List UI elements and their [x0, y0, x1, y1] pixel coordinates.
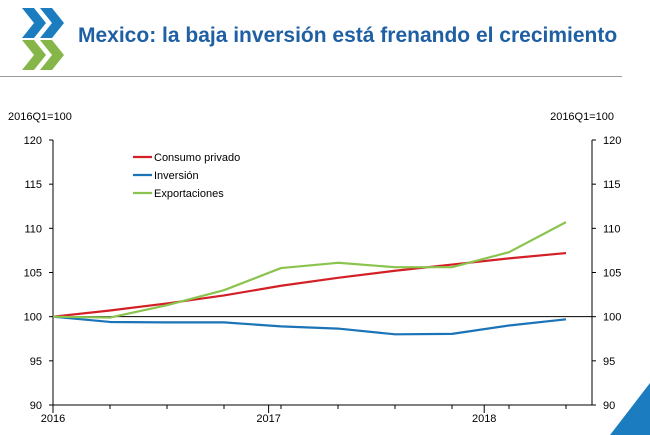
chart-legend: Consumo privado Inversión Exportaciones	[133, 152, 240, 200]
y-tick-label-left: 120	[24, 135, 42, 147]
y-tick-label-right: 90	[603, 400, 615, 412]
y-tick-label-right: 120	[603, 135, 621, 147]
x-tick-label: 2016	[41, 413, 65, 425]
legend-label-inversion: Inversión	[154, 170, 199, 182]
legend-label-exportaciones: Exportaciones	[154, 188, 224, 200]
y-tick-label-left: 95	[30, 356, 42, 368]
y-tick-label-right: 100	[603, 312, 621, 324]
y-tick-label-left: 110	[24, 223, 42, 235]
x-tick-label: 2017	[256, 413, 280, 425]
y-tick-label-right: 105	[603, 268, 621, 280]
y-tick-label-left: 90	[30, 400, 42, 412]
legend-label-consumo-privado: Consumo privado	[154, 152, 240, 164]
y-tick-label-left: 100	[24, 312, 42, 324]
oecd-logo-icon	[22, 8, 64, 70]
corner-decoration	[610, 383, 650, 435]
series-line-inversion	[52, 315, 567, 336]
y-tick-label-right: 110	[603, 223, 621, 235]
y-tick-label-right: 95	[603, 356, 615, 368]
chart-axes: 90 90 95 95 100 100 105 105 110 110 115 115 120 120 20…	[24, 135, 622, 425]
page-title: Mexico: la baja inversión está frenando …	[78, 24, 618, 47]
y-axis-label-right: 2016Q1=100	[550, 111, 614, 123]
x-tick-label: 2018	[472, 413, 496, 425]
series-line-exportaciones	[52, 221, 567, 319]
y-tick-label-right: 115	[603, 179, 621, 191]
y-tick-label-left: 115	[24, 179, 42, 191]
y-tick-label-left: 105	[24, 268, 42, 280]
series-line-consumo-privado	[52, 251, 567, 318]
header-divider	[0, 76, 622, 77]
series-group	[52, 221, 567, 336]
y-axis-label-left: 2016Q1=100	[8, 111, 72, 123]
